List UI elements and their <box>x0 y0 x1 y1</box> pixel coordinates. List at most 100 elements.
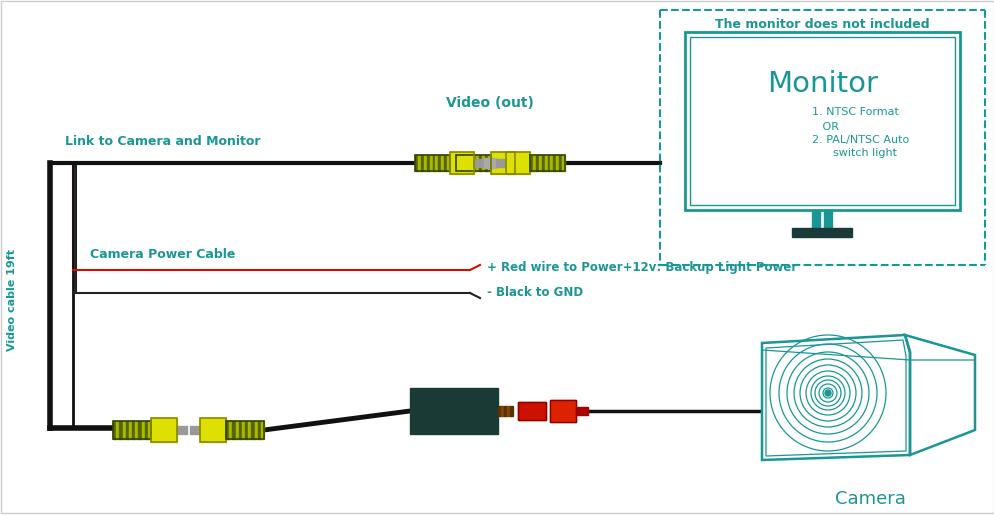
Bar <box>490 152 515 174</box>
Bar <box>248 421 251 439</box>
Bar <box>684 32 959 210</box>
Bar <box>823 210 831 230</box>
Bar <box>515 159 525 167</box>
Bar <box>414 155 449 171</box>
Bar <box>550 400 576 422</box>
Bar <box>113 421 151 439</box>
Bar <box>455 155 490 171</box>
Bar <box>485 155 488 171</box>
Bar <box>530 155 565 171</box>
Bar <box>530 155 533 171</box>
Bar <box>464 155 467 171</box>
Bar <box>226 421 263 439</box>
Text: OR: OR <box>812 122 839 132</box>
Bar <box>177 426 187 434</box>
Bar <box>550 155 553 171</box>
Bar <box>446 155 449 171</box>
Text: - Black to GND: - Black to GND <box>486 286 582 300</box>
Bar <box>458 155 461 171</box>
Bar <box>417 155 420 171</box>
Bar <box>498 406 501 416</box>
Bar <box>791 228 851 237</box>
Bar <box>257 421 260 439</box>
Bar <box>113 421 116 439</box>
Bar <box>148 421 151 439</box>
Bar <box>449 152 473 174</box>
Text: switch light: switch light <box>812 148 897 158</box>
Text: 1. NTSC Format: 1. NTSC Format <box>812 107 899 117</box>
Bar <box>536 155 538 171</box>
Bar <box>432 155 435 171</box>
Bar <box>476 155 479 171</box>
Bar <box>501 406 504 416</box>
Bar <box>233 421 236 439</box>
Text: Link to Camera and Monitor: Link to Camera and Monitor <box>65 135 260 148</box>
Bar <box>429 155 432 171</box>
Bar <box>260 421 263 439</box>
Bar <box>151 418 177 442</box>
Bar <box>553 155 556 171</box>
Text: Video (out): Video (out) <box>445 96 534 110</box>
Bar <box>414 155 417 171</box>
Bar <box>506 152 530 174</box>
Text: + Red wire to Power+12v: Backup Light Power: + Red wire to Power+12v: Backup Light Po… <box>486 262 796 274</box>
Bar <box>576 407 587 415</box>
Bar <box>811 210 819 230</box>
Bar <box>245 421 248 439</box>
Bar <box>141 421 144 439</box>
Bar <box>144 421 148 439</box>
Bar <box>226 421 229 439</box>
Bar <box>550 400 576 422</box>
Bar <box>490 152 515 174</box>
Text: The monitor does not included: The monitor does not included <box>715 18 928 31</box>
Bar <box>507 406 510 416</box>
Bar <box>479 155 482 171</box>
Bar <box>135 421 138 439</box>
Bar <box>473 155 476 171</box>
Bar <box>483 158 495 168</box>
Bar <box>488 155 490 171</box>
Bar <box>506 152 530 174</box>
Bar <box>200 418 226 442</box>
Bar <box>556 155 559 171</box>
Bar <box>533 155 536 171</box>
Bar <box>562 155 565 171</box>
Bar <box>125 421 128 439</box>
Bar <box>116 421 119 439</box>
Bar <box>438 155 440 171</box>
Bar <box>455 155 458 171</box>
Bar <box>239 421 242 439</box>
Text: 2. PAL/NTSC Auto: 2. PAL/NTSC Auto <box>812 135 909 145</box>
Circle shape <box>824 390 830 396</box>
Text: Camera: Camera <box>834 490 905 508</box>
Bar <box>200 418 226 442</box>
Bar <box>467 155 470 171</box>
Bar <box>251 421 254 439</box>
Bar <box>254 421 257 439</box>
Bar <box>504 406 507 416</box>
Bar <box>128 421 132 439</box>
Bar <box>559 155 562 171</box>
Bar <box>518 402 546 420</box>
Bar <box>229 421 233 439</box>
Bar <box>449 152 473 174</box>
Bar <box>420 155 423 171</box>
Bar <box>495 159 506 167</box>
Bar <box>541 155 544 171</box>
Bar <box>470 155 473 171</box>
Bar <box>544 155 547 171</box>
Bar <box>538 155 541 171</box>
Bar <box>689 37 954 205</box>
Text: Monitor: Monitor <box>766 70 877 98</box>
Bar <box>151 418 177 442</box>
Bar <box>461 155 464 171</box>
Bar <box>242 421 245 439</box>
Bar <box>236 421 239 439</box>
Bar <box>443 155 446 171</box>
Text: Video cable 19ft: Video cable 19ft <box>7 249 17 351</box>
Bar <box>119 421 122 439</box>
Bar <box>122 421 125 439</box>
Text: Camera Power Cable: Camera Power Cable <box>89 248 236 261</box>
Bar <box>547 155 550 171</box>
Bar <box>138 421 141 439</box>
